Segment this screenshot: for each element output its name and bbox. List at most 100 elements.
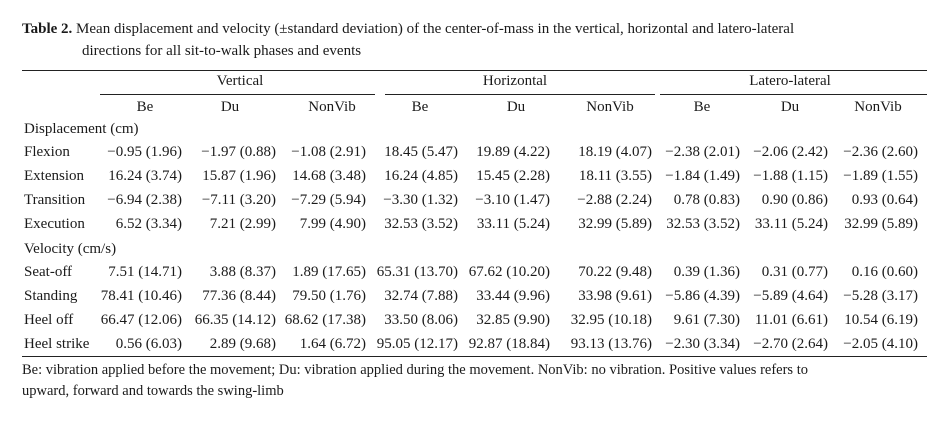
table-cell: 66.47 (12.06) [100,312,182,328]
table-cell: −1.89 (1.55) [843,168,918,184]
table-cell: 78.41 (10.46) [100,288,182,304]
table-cell: 19.89 (4.22) [476,144,550,160]
table-cell: 2.89 (9.68) [209,336,276,352]
table-cell: 33.98 (9.61) [578,288,652,304]
table-cell: −1.97 (0.88) [201,144,276,160]
row-label: Standing [24,288,78,304]
table-cell: 0.31 (0.77) [761,264,828,280]
table-cell: 7.99 (4.90) [299,216,366,232]
table-cell: −7.11 (3.20) [201,192,276,208]
row-label: Heel strike [24,336,90,352]
row-label: Seat-off [24,264,73,280]
table-cell: −3.30 (1.32) [383,192,458,208]
group-rule-horizontal [385,94,655,95]
caption-text-line2: directions for all sit-to-walk phases an… [82,43,362,59]
table-footnote: Be: vibration applied before the movemen… [22,360,927,402]
table-cell: −5.86 (4.39) [665,288,740,304]
table-cell: 1.89 (17.65) [292,264,366,280]
table-cell: 92.87 (18.84) [468,336,550,352]
table-cell: 9.61 (7.30) [673,312,740,328]
table-cell: 16.24 (4.85) [384,168,458,184]
table-cell: 11.01 (6.61) [754,312,828,328]
table-top-rule [22,70,927,71]
group-rule-vertical [100,94,375,95]
table-cell: 0.16 (0.60) [851,264,918,280]
table-cell: 10.54 (6.19) [844,312,918,328]
row-label: Transition [24,192,86,208]
table-cell: −6.94 (2.38) [107,192,182,208]
column-header: Be [411,99,429,115]
table-cell: 0.90 (0.86) [761,192,828,208]
table-cell: 33.11 (5.24) [754,216,828,232]
table-cell: 18.45 (5.47) [384,144,458,160]
table-cell: 32.99 (5.89) [844,216,918,232]
row-label: Extension [24,168,84,184]
row-label: Heel off [24,312,74,328]
table-cell: 6.52 (3.34) [115,216,182,232]
column-header: Be [136,99,154,115]
table-cell: 33.11 (5.24) [476,216,550,232]
column-header: NonVib [308,99,356,115]
table-cell: 77.36 (8.44) [202,288,276,304]
table-cell: 32.95 (10.18) [570,312,652,328]
table-cell: −7.29 (5.94) [291,192,366,208]
table-cell: 32.53 (3.52) [666,216,740,232]
table-cell: 33.44 (9.96) [476,288,550,304]
footnote-line1: Be: vibration applied before the movemen… [22,362,808,378]
caption-text-line1: Mean displacement and velocity (±standar… [76,21,795,37]
table-cell: −5.89 (4.64) [753,288,828,304]
table-cell: 15.45 (2.28) [476,168,550,184]
table-cell: 15.87 (1.96) [202,168,276,184]
table-cell: 66.35 (14.12) [194,312,276,328]
table-cell: −1.84 (1.49) [665,168,740,184]
table-cell: −2.30 (3.34) [665,336,740,352]
table-cell: 1.64 (6.72) [299,336,366,352]
table-cell: −2.88 (2.24) [577,192,652,208]
table-cell: 32.99 (5.89) [578,216,652,232]
row-label: Flexion [24,144,70,160]
table-cell: 32.74 (7.88) [384,288,458,304]
table-cell: 18.19 (4.07) [578,144,652,160]
table-caption: Table 2. Mean displacement and velocity … [22,18,927,62]
table-cell: 67.62 (10.20) [468,264,550,280]
table-cell: 79.50 (1.76) [292,288,366,304]
table-cell: −2.70 (2.64) [753,336,828,352]
table-cell: 0.93 (0.64) [851,192,918,208]
table-cell: 65.31 (13.70) [376,264,458,280]
section-title-displacement: Displacement (cm) [24,121,139,137]
table-cell: 7.21 (2.99) [209,216,276,232]
table-cell: 32.53 (3.52) [384,216,458,232]
table-cell: −3.10 (1.47) [475,192,550,208]
table-cell: 0.39 (1.36) [673,264,740,280]
table-cell: 70.22 (9.48) [578,264,652,280]
table-cell: −1.08 (2.91) [291,144,366,160]
footnote-line2: upward, forward and towards the swing-li… [22,383,284,399]
column-header: Du [220,99,240,115]
table-cell: 16.24 (3.74) [108,168,182,184]
column-header: NonVib [854,99,902,115]
table-cell: 68.62 (17.38) [284,312,366,328]
table-cell: −2.38 (2.01) [665,144,740,160]
table-cell: 18.11 (3.55) [578,168,652,184]
section-title-velocity: Velocity (cm/s) [24,241,117,257]
table-cell: 3.88 (8.37) [209,264,276,280]
table-cell: 95.05 (12.17) [376,336,458,352]
table-cell: −2.05 (4.10) [843,336,918,352]
table-cell: −2.06 (2.42) [753,144,828,160]
column-header: Be [693,99,711,115]
table-cell: 32.85 (9.90) [476,312,550,328]
column-header: Du [506,99,526,115]
table-cell: 14.68 (3.48) [292,168,366,184]
table-cell: 93.13 (13.76) [570,336,652,352]
column-header: NonVib [586,99,634,115]
table-cell: −2.36 (2.60) [843,144,918,160]
table-cell: 0.78 (0.83) [673,192,740,208]
caption-label: Table 2. [22,21,73,37]
table-cell: −0.95 (1.96) [107,144,182,160]
table-bottom-rule [22,356,927,357]
group-rule-latero-lateral [660,94,927,95]
column-header: Du [780,99,800,115]
table-cell: 0.56 (6.03) [115,336,182,352]
row-label: Execution [24,216,85,232]
